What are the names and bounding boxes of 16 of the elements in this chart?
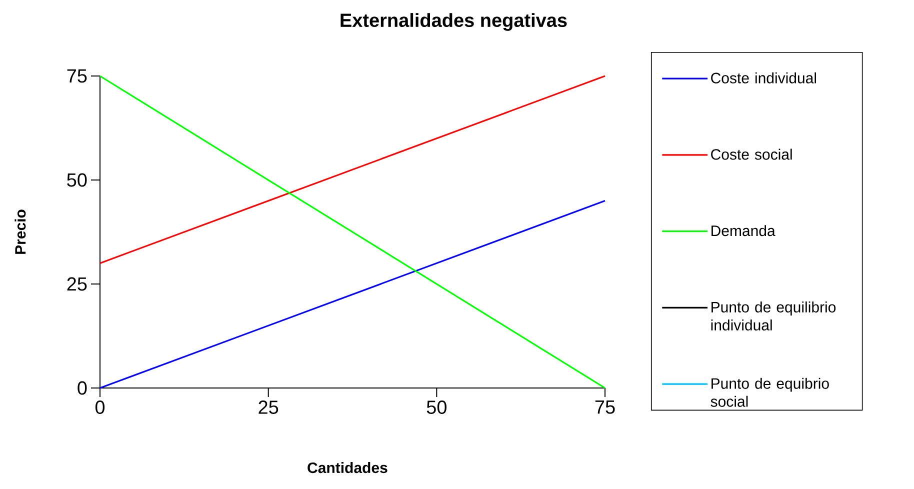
x-tick-label: 0 [95, 400, 105, 414]
legend-label: Punto de equibrio social [710, 378, 829, 407]
legend-label: Coste individual [711, 72, 816, 84]
y-tick-label: 50 [67, 173, 87, 187]
x-tick-label: 25 [258, 400, 278, 414]
y-axis-title: Precio [14, 210, 26, 254]
chart-title: Externalidades negativas [340, 13, 567, 31]
x-tick-label: 50 [426, 400, 446, 414]
y-tick-label: 0 [78, 381, 87, 395]
y-tick-label: 75 [67, 69, 87, 83]
legend-label: Punto de equilibrio individual [711, 301, 836, 330]
y-tick-label: 25 [67, 277, 87, 291]
legend-label: Coste social [711, 148, 792, 160]
x-axis-title: Cantidades [308, 462, 388, 474]
legend-label: Demanda [712, 225, 776, 236]
x-tick-label: 75 [595, 400, 615, 414]
